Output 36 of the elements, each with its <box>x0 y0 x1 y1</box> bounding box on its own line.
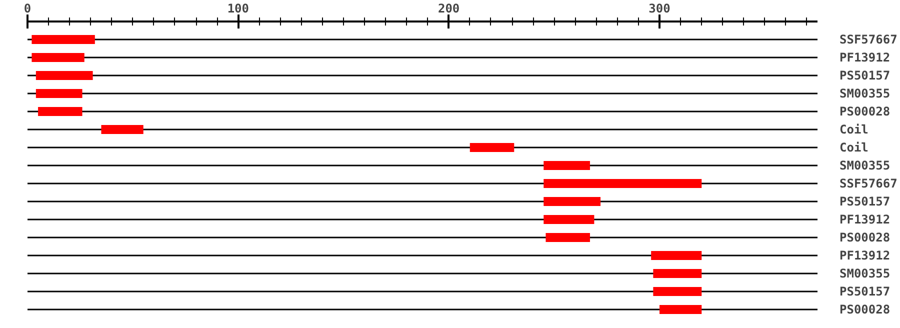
y-tick-label: PS00028 <box>840 104 890 118</box>
y-tick-label: PF13912 <box>840 248 890 262</box>
bar <box>546 233 590 242</box>
x-tick-label: 300 <box>648 2 670 16</box>
bar <box>101 125 144 134</box>
y-tick-label: SM00355 <box>840 86 890 100</box>
bar <box>32 53 84 62</box>
x-tick-label: 200 <box>438 2 460 16</box>
x-tick-label: 100 <box>227 2 250 16</box>
y-tick-label: SM00355 <box>840 266 890 280</box>
y-tick-label: PS50157 <box>840 68 890 82</box>
bar <box>544 161 590 170</box>
y-tick-label: SSF57667 <box>840 176 898 190</box>
bar <box>660 305 702 314</box>
bar <box>36 89 82 98</box>
bar <box>32 35 95 44</box>
bar <box>653 287 702 296</box>
y-tick-label: PS50157 <box>840 194 890 208</box>
y-tick-label: SSF57667 <box>840 32 898 46</box>
bar <box>544 179 702 188</box>
bar <box>651 251 702 260</box>
bar <box>38 107 82 116</box>
y-tick-label: PF13912 <box>840 50 890 64</box>
y-tick-label: PF13912 <box>840 212 890 226</box>
bar <box>470 143 514 152</box>
y-tick-label: PS50157 <box>840 284 890 298</box>
y-tick-label: PS00028 <box>840 302 890 316</box>
bar <box>544 215 594 224</box>
bar <box>653 269 702 278</box>
x-tick-label: 0 <box>24 2 32 16</box>
y-tick-label: PS00028 <box>840 230 890 244</box>
y-tick-label: Coil <box>840 122 868 136</box>
y-tick-label: SM00355 <box>840 158 890 172</box>
y-tick-label: Coil <box>840 140 868 154</box>
bar <box>36 71 93 80</box>
bar <box>544 197 601 206</box>
